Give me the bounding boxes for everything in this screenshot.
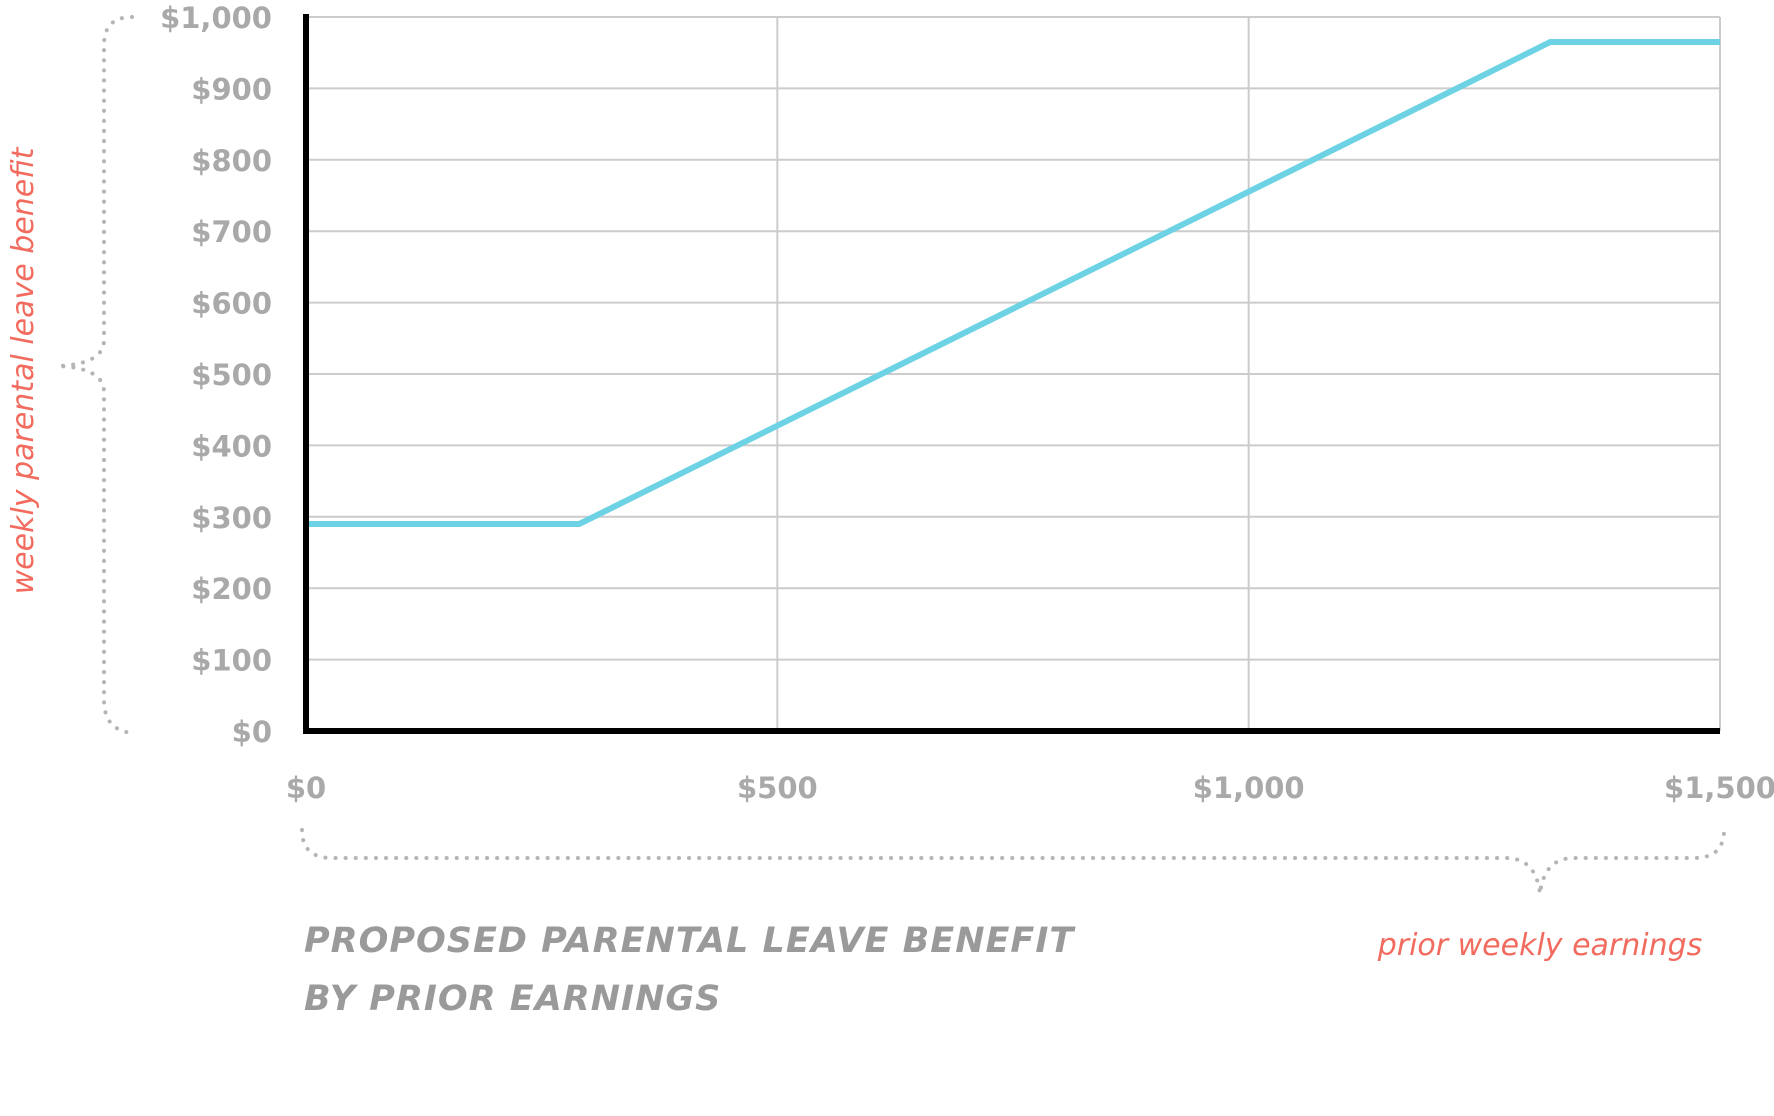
y-tick-label: $400 [191,429,272,463]
y-tick-label: $800 [191,144,272,178]
x-tick-label: $0 [286,771,326,805]
y-tick-label: $300 [191,501,272,535]
y-axis-title: weekly parental leave benefit [6,146,41,594]
y-tick-label: $600 [191,287,272,321]
y-axis-brace [57,15,134,735]
x-tick-label: $500 [737,771,818,805]
y-tick-label: $100 [191,644,272,678]
y-tick-label: $1,000 [160,1,272,35]
x-axis-brace [300,828,1726,895]
x-tick-label: $1,500 [1664,771,1774,805]
chart-title-line-1: PROPOSED PARENTAL LEAVE BENEFIT [304,921,1076,961]
y-tick-label: $500 [191,358,272,392]
y-tick-label: $200 [191,572,272,606]
grid [306,16,1721,731]
y-axis-ticks: $0 $100 $200 $300 $400 $500 $600 $700 $800 $900 $1… [160,1,272,749]
x-axis-ticks: $0 $500 $1,000 $1,500 [286,771,1774,805]
series-point-0-3 [1719,41,1721,43]
series-point-0-1 [578,523,580,525]
axes [303,14,1720,734]
series-group [305,38,1721,527]
chart-title-line-2: BY PRIOR EARNINGS [304,979,721,1019]
series-point-0-2 [1549,41,1551,43]
x-tick-label: $1,000 [1193,771,1305,805]
y-tick-label: $700 [191,215,272,249]
x-axis-title: prior weekly earnings [1377,928,1703,963]
series-line-0 [306,38,1720,527]
y-tick-label: $0 [232,715,272,749]
y-tick-label: $900 [191,72,272,106]
